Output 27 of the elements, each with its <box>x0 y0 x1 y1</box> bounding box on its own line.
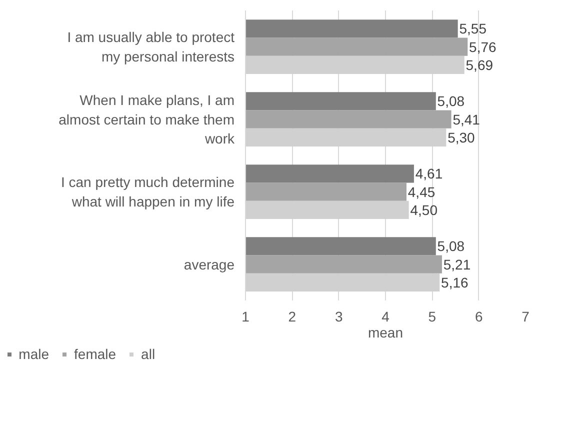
x-tick-label: 3 <box>334 308 343 324</box>
x-axis-title: mean <box>368 324 404 340</box>
data-label: 5,41 <box>452 111 480 128</box>
data-label: 5,21 <box>443 256 471 272</box>
data-label: 5,30 <box>448 129 476 146</box>
data-label: 5,69 <box>466 56 494 73</box>
y-tick-label: When I make plans, I am almost certain to make them work <box>58 92 236 146</box>
x-tick-label: 7 <box>522 308 530 324</box>
x-tick-label: 1 <box>242 308 250 324</box>
data-label: 5,08 <box>437 93 465 110</box>
y-tick-label: I am usually able to protect my personal interests <box>67 29 235 64</box>
data-label: 5,08 <box>437 238 465 254</box>
legend-label: male <box>18 346 50 362</box>
legend-label: all <box>141 346 156 362</box>
data-label: 5,55 <box>459 20 487 37</box>
data-label: 4,45 <box>408 184 436 200</box>
data-label: 4,50 <box>410 202 438 218</box>
data-label: 5,76 <box>469 38 496 55</box>
data-label: 5,16 <box>441 274 468 290</box>
legend-label: female <box>74 346 116 362</box>
y-tick-label: I can pretty much determine what will happen in my life <box>60 174 235 210</box>
x-tick-label: 2 <box>288 308 296 324</box>
x-tick-label: 6 <box>474 308 483 324</box>
x-tick-label: 4 <box>382 308 390 324</box>
y-tick-label: average <box>184 256 235 272</box>
x-tick-label: 5 <box>428 308 436 324</box>
data-label: 4,61 <box>415 166 443 182</box>
